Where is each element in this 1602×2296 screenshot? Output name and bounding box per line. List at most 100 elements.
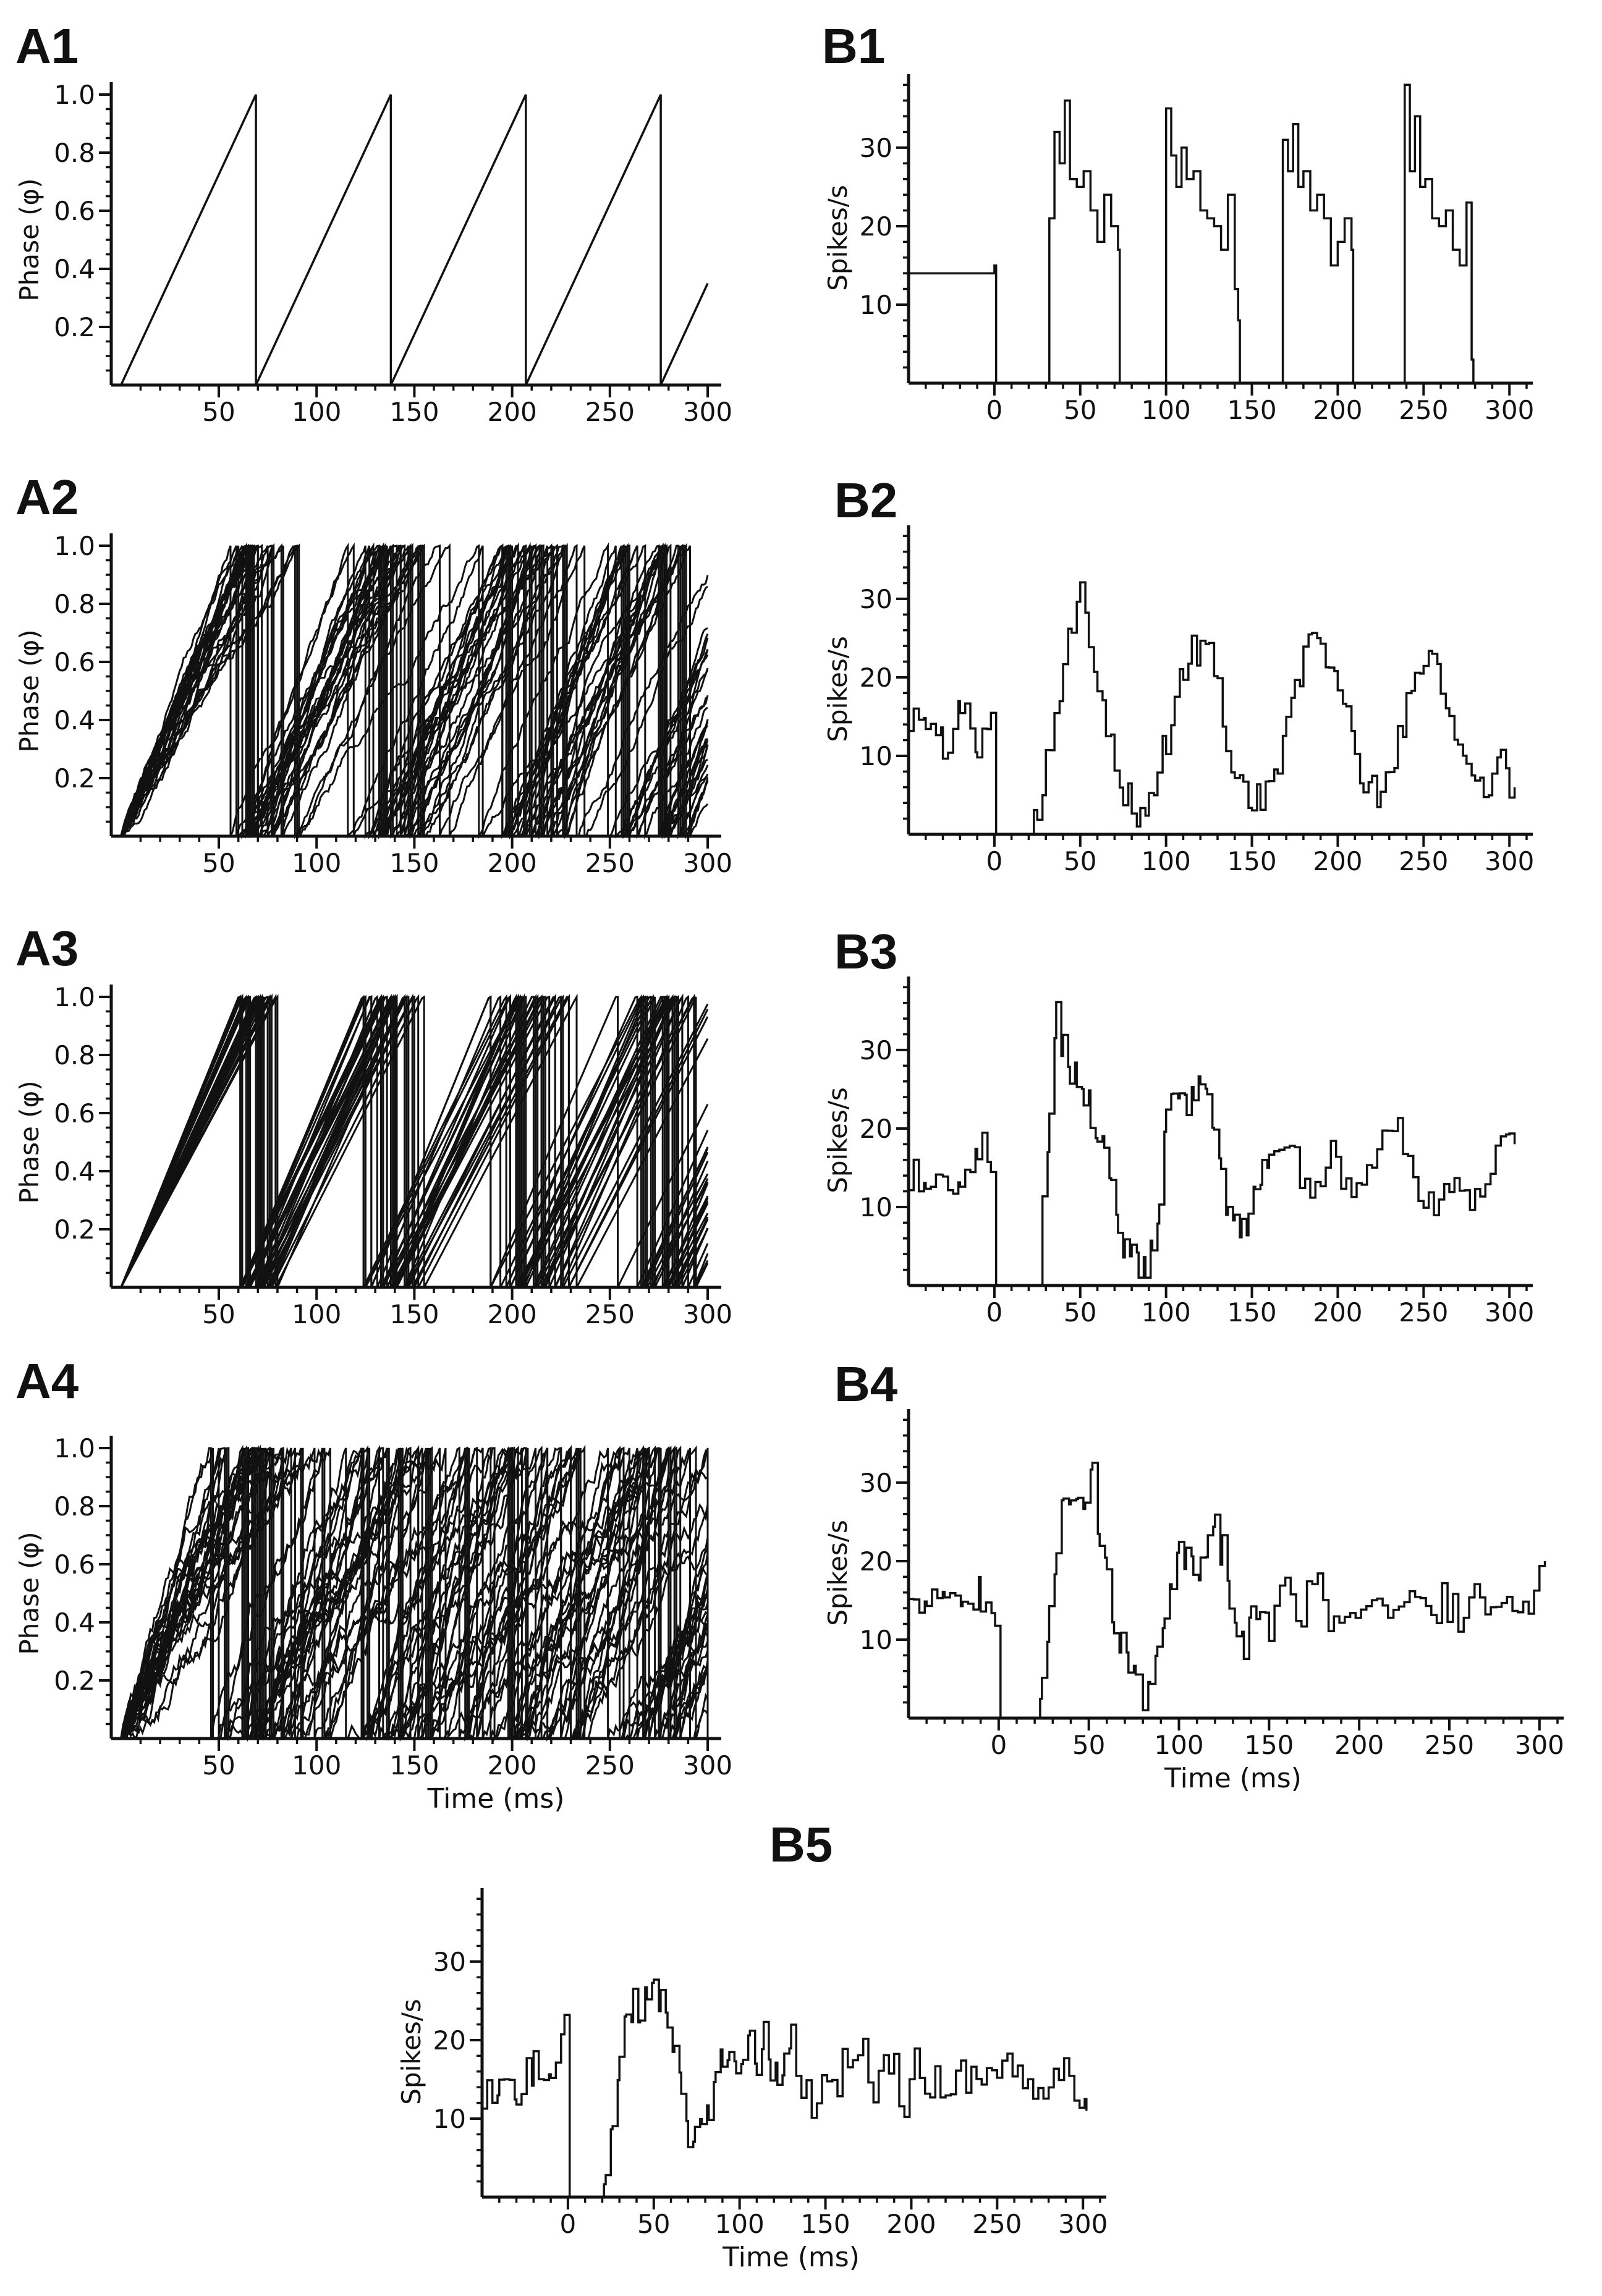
a2-phase-trace <box>120 544 709 838</box>
a2-phase-trace <box>121 543 708 838</box>
b5-y-axis-label: Spikes/s <box>396 1999 426 2105</box>
panel-label-a2: A2 <box>15 470 79 525</box>
a4-phase-trace <box>120 1444 709 1740</box>
a4-phase-trace <box>120 1446 708 1740</box>
b5-x-tick-label: 100 <box>715 2209 765 2239</box>
a2-y-tick-label: 0.4 <box>54 705 95 735</box>
a2-x-tick-label: 150 <box>389 848 439 878</box>
a1-x-tick-label: 150 <box>389 397 439 427</box>
a1-x-tick-label: 300 <box>683 397 732 427</box>
b3-y-tick-label: 20 <box>860 1114 892 1144</box>
a2-traces <box>120 542 709 840</box>
b2-x-tick-label: 0 <box>986 846 1003 876</box>
a2-y-tick-label: 1.0 <box>54 531 95 561</box>
a1-y-axis-label: Phase (φ) <box>14 178 44 301</box>
a4-y-tick-label: 0.4 <box>54 1608 95 1638</box>
b4-y-tick-label: 20 <box>860 1546 892 1577</box>
chart-a4: 50 100 150 200 250 300 0.2 0.4 0.6 0.8 1.0 Phase (φ… <box>14 1433 732 1815</box>
b1-y-tick-label: 20 <box>860 211 892 242</box>
b4-y-tick-label: 30 <box>860 1468 892 1498</box>
b3-y-tick-label: 10 <box>860 1192 892 1222</box>
panel-label-b5: B5 <box>769 1817 833 1872</box>
b1-y-tick-label: 30 <box>860 133 892 163</box>
a4-phase-trace <box>120 1446 709 1741</box>
b5-y-tick-label: 30 <box>433 1947 466 1977</box>
a4-x-tick-label: 100 <box>292 1750 341 1781</box>
a4-phase-trace <box>120 1447 709 1741</box>
a3-y-tick-label: 0.2 <box>54 1214 95 1245</box>
a2-y-tick-label: 0.8 <box>54 589 95 619</box>
a4-y-tick-label: 1.0 <box>54 1433 95 1464</box>
a4-y-tick-label: 0.2 <box>54 1666 95 1696</box>
b3-y-tick-label: 30 <box>860 1035 892 1065</box>
a4-x-tick-label: 250 <box>585 1750 635 1781</box>
a2-y-axis-label: Phase (φ) <box>14 629 44 752</box>
b2-x-tick-label: 100 <box>1142 846 1191 876</box>
panel-label-b4: B4 <box>834 1357 898 1412</box>
a4-phase-trace <box>121 1445 709 1742</box>
a1-y-tick-label: 0.6 <box>54 196 95 226</box>
b2-x-tick-label: 50 <box>1064 846 1096 876</box>
b5-x-tick-label: 50 <box>637 2209 670 2239</box>
a3-x-tick-label: 50 <box>202 1299 235 1329</box>
a4-phase-trace <box>120 1444 709 1742</box>
a4-x-tick-label: 150 <box>389 1750 439 1781</box>
panel-label-b2: B2 <box>834 473 898 528</box>
a3-axes: 50 100 150 200 250 300 0.2 0.4 0.6 0.8 1.0 Phase (φ… <box>14 982 732 1329</box>
a2-axes: 50 100 150 200 250 300 0.2 0.4 0.6 0.8 1.0 Phase (φ… <box>14 531 732 878</box>
a1-y-tick-label: 0.4 <box>54 254 95 284</box>
a3-x-tick-label: 150 <box>389 1299 439 1329</box>
a4-phase-trace <box>120 1447 709 1740</box>
a1-phase-trace <box>120 94 709 386</box>
chart-a2: 50 100 150 200 250 300 0.2 0.4 0.6 0.8 1.0 Phase (φ… <box>14 531 732 878</box>
a3-phase-trace <box>120 993 709 1288</box>
a4-phase-trace <box>120 1446 709 1740</box>
a2-phase-trace <box>120 543 709 840</box>
a4-x-tick-label: 300 <box>683 1750 732 1781</box>
a3-y-tick-label: 0.8 <box>54 1040 95 1070</box>
a3-x-tick-label: 300 <box>683 1299 732 1329</box>
b3-x-tick-label: 150 <box>1227 1297 1276 1328</box>
b2-y-axis-label: Spikes/s <box>823 636 853 742</box>
b5-x-axis-label: Time (ms) <box>722 2242 860 2273</box>
a1-x-tick-label: 200 <box>488 397 537 427</box>
b5-x-tick-label: 200 <box>886 2209 936 2239</box>
b1-x-tick-label: 100 <box>1142 395 1191 425</box>
a4-phase-trace <box>120 1445 709 1740</box>
a4-phase-trace <box>121 1446 708 1740</box>
a3-x-tick-label: 100 <box>292 1299 341 1329</box>
a2-phase-trace <box>120 543 709 840</box>
panel-label-b1: B1 <box>822 19 886 74</box>
chart-a1: 50 100 150 200 250 300 0.2 0.4 0.6 0.8 1.0 Phase (φ… <box>14 80 732 427</box>
a3-y-tick-label: 1.0 <box>54 982 95 1012</box>
a2-phase-trace <box>120 544 709 837</box>
b4-y-tick-label: 10 <box>860 1625 892 1655</box>
b3-x-tick-label: 200 <box>1313 1297 1362 1328</box>
b2-y-tick-label: 20 <box>860 663 892 693</box>
a3-y-tick-label: 0.4 <box>54 1156 95 1187</box>
b2-x-tick-label: 300 <box>1485 846 1534 876</box>
b2-x-tick-label: 250 <box>1399 846 1448 876</box>
b2-x-tick-label: 200 <box>1313 846 1362 876</box>
a4-phase-trace <box>120 1446 709 1740</box>
b5-x-tick-label: 250 <box>972 2209 1022 2239</box>
a2-phase-trace <box>120 544 709 840</box>
a4-phase-trace <box>121 1446 709 1741</box>
a2-phase-trace <box>120 543 708 839</box>
b1-x-tick-label: 200 <box>1313 395 1362 425</box>
b1-x-tick-label: 0 <box>986 395 1003 425</box>
b5-histogram <box>481 1978 1088 2198</box>
a3-x-tick-label: 200 <box>488 1299 537 1329</box>
b1-x-tick-label: 250 <box>1399 395 1448 425</box>
b2-y-tick-label: 30 <box>860 584 892 614</box>
b5-y-tick-label: 10 <box>433 2104 466 2134</box>
chart-a3: 50 100 150 200 250 300 0.2 0.4 0.6 0.8 1.0 Phase (φ… <box>14 982 732 1329</box>
